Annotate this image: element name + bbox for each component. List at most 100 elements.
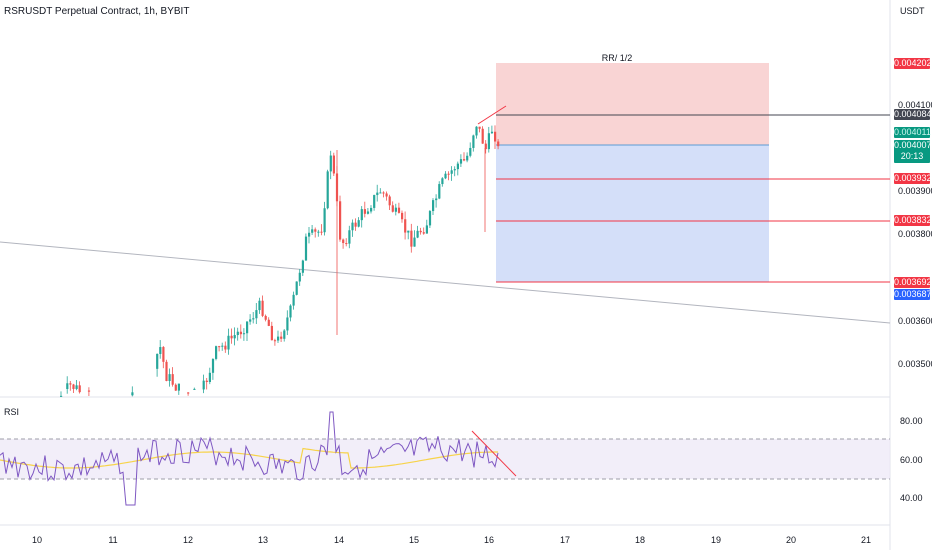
candle-body [286, 317, 289, 331]
price-tick: 0.003600 [898, 316, 932, 326]
candle-body [332, 155, 335, 174]
price-tick: 0.004100 [898, 100, 932, 110]
candle-body [463, 159, 466, 161]
candle-body [410, 230, 413, 247]
candle-body [159, 347, 162, 355]
rsi-ma-line [0, 447, 498, 469]
candle-body [292, 294, 295, 306]
candle-body [267, 319, 270, 326]
candle-body [75, 385, 78, 389]
date-tick: 18 [634, 535, 646, 545]
candle-body [438, 184, 441, 199]
candle-body [230, 335, 233, 339]
candle-body [385, 193, 388, 197]
candle-body [326, 171, 329, 209]
candle-body [345, 243, 348, 245]
candle-body [397, 207, 401, 213]
date-tick: 11 [108, 535, 118, 545]
candlestick-series [60, 125, 500, 397]
candle-body [497, 141, 500, 147]
candle-body [221, 345, 224, 347]
price-tick: 0.003900 [898, 186, 932, 196]
candle-body [233, 335, 236, 339]
candle-body [494, 131, 497, 142]
candle-body [295, 281, 298, 295]
position-tool-label: RR/ 1/2 [601, 53, 633, 63]
candle-body [66, 383, 69, 390]
candle-body [205, 380, 208, 383]
candle-body [435, 198, 438, 201]
date-tick: 15 [408, 535, 420, 545]
candle-body [354, 222, 357, 227]
candle-body [339, 201, 342, 240]
price-tick: 0.003500 [898, 359, 932, 369]
candle-body [261, 300, 264, 316]
candle-body [413, 237, 416, 247]
rsi-trend-mark [471, 430, 517, 477]
candle-body [478, 126, 481, 129]
candle-body [165, 361, 168, 382]
candle-body [481, 128, 484, 144]
date-tick: 14 [333, 535, 345, 545]
candle-body [224, 345, 227, 350]
candle-body [301, 260, 304, 273]
candle-body [351, 222, 354, 231]
candle-body [342, 239, 345, 244]
date-tick: 10 [31, 535, 43, 545]
candle-body [404, 219, 407, 233]
candle-body [450, 170, 453, 174]
candle-body [202, 380, 205, 390]
candle-body [174, 384, 177, 391]
candle-body [246, 321, 249, 334]
candle-body [444, 173, 447, 179]
candle-body [428, 211, 432, 226]
candle-body [236, 331, 239, 336]
candle-body [373, 195, 376, 208]
candle-body [363, 209, 366, 214]
candle-body [329, 155, 332, 172]
date-tick: 17 [559, 535, 571, 545]
candle-body [314, 229, 317, 232]
candle-body [370, 207, 373, 212]
candle-body [156, 354, 159, 369]
candle-body [249, 319, 252, 322]
candle-body [357, 220, 360, 227]
candle-body [490, 131, 494, 134]
candle-body [215, 346, 218, 359]
candle-body [317, 231, 320, 233]
date-tick: 19 [710, 535, 722, 545]
target-zone[interactable] [496, 63, 769, 145]
candle-body [298, 272, 301, 282]
candle-body [447, 173, 450, 175]
candle-body [208, 372, 211, 383]
candle-body [360, 209, 363, 221]
candle-body [273, 340, 277, 342]
candle-body [475, 126, 478, 136]
candle-body [311, 229, 314, 233]
candle-body [376, 192, 379, 196]
candle-body [466, 155, 469, 161]
candle-body [255, 310, 258, 319]
currency-label: USDT [900, 6, 925, 16]
date-tick: 20 [785, 535, 797, 545]
candle-body [162, 347, 165, 362]
level-2-tag: 0.003832 [894, 215, 932, 226]
candle-body [304, 236, 308, 261]
candle-body [456, 163, 459, 170]
candle-body [484, 143, 487, 150]
candle-body [280, 336, 283, 339]
candle-body [187, 392, 190, 394]
candle-body [69, 383, 72, 385]
current-price-value: 0.004007 [894, 140, 932, 150]
target-price-tag: 0.004202 [894, 58, 932, 69]
candle-body [283, 330, 286, 339]
rsi-tick: 40.00 [900, 493, 923, 503]
current-price-tag: 0.004007 20:13 [894, 140, 932, 163]
candle-body [388, 196, 391, 206]
candle-body [416, 230, 419, 238]
date-tick: 16 [483, 535, 495, 545]
candle-body [177, 383, 180, 391]
stop-zone[interactable] [496, 145, 769, 282]
trendline[interactable] [0, 241, 891, 324]
